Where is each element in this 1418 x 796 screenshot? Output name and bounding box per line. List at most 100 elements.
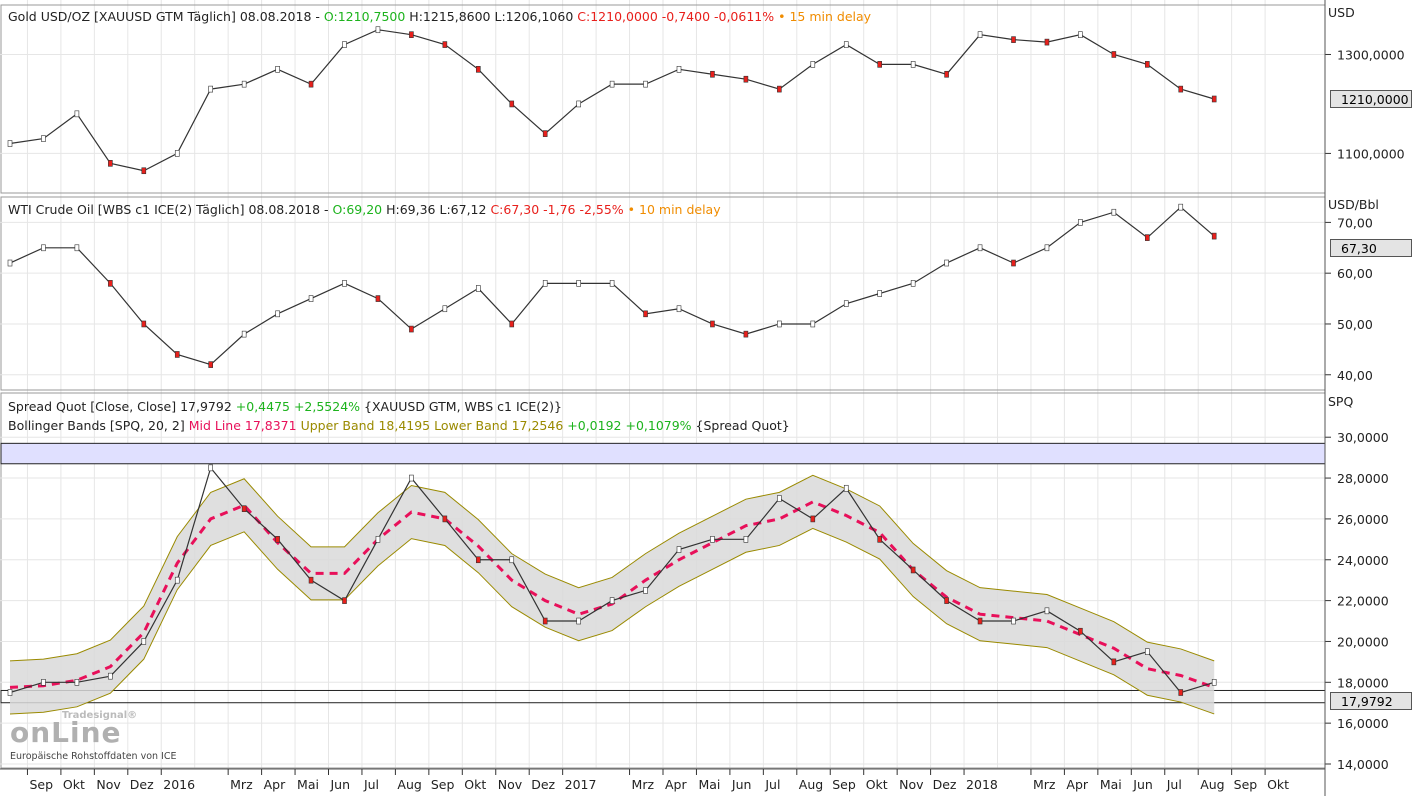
data-point [777, 85, 782, 93]
x-tick-label: Sep [29, 777, 53, 792]
data-point [944, 259, 949, 267]
x-tick-label: Dez [531, 777, 555, 792]
data-point [308, 576, 314, 584]
data-point [174, 351, 180, 358]
data-point [74, 110, 80, 118]
data-point [1044, 244, 1050, 252]
x-tick-label: Okt [1267, 777, 1289, 792]
data-point [174, 150, 180, 157]
x-tick-label: Sep [431, 777, 455, 792]
y-tick-label: 1100,0000 [1337, 146, 1405, 161]
gold-unit: USD [1328, 5, 1355, 20]
data-point [1111, 208, 1117, 216]
data-point [7, 259, 13, 267]
y-tick-label: 50,00 [1337, 317, 1373, 332]
data-point [1044, 38, 1050, 46]
data-point [308, 295, 314, 302]
x-tick-label: Mrz [632, 777, 655, 792]
data-point [777, 320, 782, 328]
data-point [141, 638, 147, 645]
x-tick-label: 2017 [565, 777, 597, 792]
y-tick-label: 30,0000 [1337, 430, 1389, 445]
gold-low: L:1206,1060 [494, 9, 574, 24]
data-point [509, 320, 515, 328]
x-tick-label: Aug [799, 777, 823, 792]
data-point [41, 135, 46, 142]
data-point [710, 70, 715, 78]
data-point [843, 41, 849, 48]
spread-change: +0,4475 +2,5524% [235, 399, 361, 414]
data-point [810, 61, 816, 68]
bb-title: Bollinger Bands [SPQ, 20, 2] [8, 418, 185, 433]
data-point [208, 361, 213, 368]
data-point [108, 160, 113, 167]
data-point [743, 330, 749, 338]
y-tick-label: 24,0000 [1337, 553, 1389, 568]
data-point [275, 66, 280, 73]
oil-high: H:69,36 [386, 202, 436, 217]
data-point [743, 75, 749, 83]
data-point [1111, 51, 1117, 58]
data-point [843, 484, 849, 492]
data-point [1178, 85, 1184, 93]
data-point [509, 100, 515, 108]
data-point [41, 679, 46, 686]
oil-delay: • 10 min delay [627, 202, 721, 217]
data-point [1145, 61, 1150, 68]
bb-source: {Spread Quot} [695, 418, 790, 433]
data-point [7, 140, 13, 147]
oil-low: L:67,12 [439, 202, 487, 217]
data-point [910, 280, 916, 287]
spread-value: 17,9792 [180, 399, 232, 414]
oil-price-marker: 67,30 [1330, 239, 1412, 257]
data-point [710, 320, 715, 328]
x-tick-label: Mrz [230, 777, 253, 792]
data-point [442, 41, 448, 48]
oil-unit: USD/Bbl [1328, 197, 1379, 212]
x-tick-label: Jun [330, 777, 351, 792]
data-point [409, 31, 414, 38]
x-tick-label: Apr [264, 777, 286, 792]
x-tick-label: Nov [96, 777, 121, 792]
data-point [810, 515, 816, 523]
y-tick-label: 1300,0000 [1337, 47, 1405, 62]
data-point [442, 515, 448, 523]
upper-band-line [9, 474, 1215, 662]
data-point [810, 320, 816, 328]
data-point [108, 280, 113, 287]
data-point [1011, 36, 1016, 43]
y-tick-label: 28,0000 [1337, 471, 1389, 486]
data-point [1078, 627, 1083, 635]
data-point [676, 305, 682, 313]
gold-price-marker: 1210,0000 [1330, 90, 1412, 108]
data-point [609, 80, 615, 88]
gold-high: H:1215,8600 [409, 9, 491, 24]
y-tick-label: 20,0000 [1337, 634, 1389, 649]
data-point [977, 244, 983, 252]
y-tick-label: 16,0000 [1337, 716, 1389, 731]
data-point [342, 41, 347, 48]
data-point [643, 587, 648, 594]
y-tick-label: 26,0000 [1337, 512, 1389, 527]
data-point [576, 100, 581, 108]
data-point [475, 556, 481, 564]
data-point [877, 536, 883, 543]
x-tick-label: Jul [764, 777, 780, 792]
spread-source: {XAUUSD GTM, WBS c1 ICE(2)} [364, 399, 562, 414]
data-point [1145, 648, 1150, 655]
data-point [74, 679, 80, 686]
data-point [308, 80, 314, 88]
x-tick-label: Dez [130, 777, 154, 792]
data-point [74, 244, 80, 252]
gold-close: C:1210,0000 -0,7400 -0,0611% [577, 9, 775, 24]
data-point [977, 617, 983, 625]
spread-price-marker: 17,9792 [1330, 692, 1412, 710]
x-tick-label: Jul [1166, 777, 1182, 792]
data-point [676, 66, 682, 73]
data-point [576, 280, 581, 287]
x-tick-label: Okt [63, 777, 85, 792]
y-tick-label: 60,00 [1337, 266, 1373, 281]
x-tick-label: Dez [933, 777, 957, 792]
oil-open: O:69,20 [332, 202, 383, 217]
data-point [1145, 234, 1150, 241]
